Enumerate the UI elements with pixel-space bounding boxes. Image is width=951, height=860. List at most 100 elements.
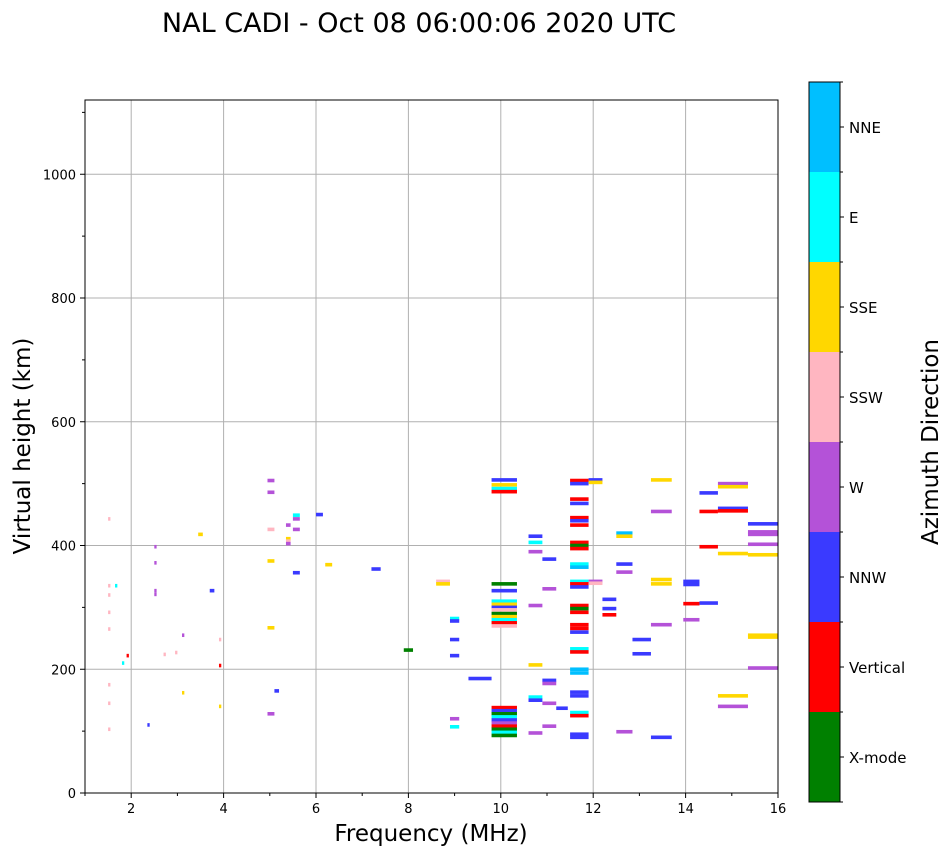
colorbar-tick-label: Vertical [849, 659, 905, 677]
y-tick-label: 800 [51, 292, 76, 307]
echo-trace-w [292, 527, 300, 532]
echo-trace-nnw [570, 518, 589, 523]
echo-trace-vertical [491, 621, 517, 625]
colorbar-segment [809, 262, 840, 352]
echo-trace-nnw [683, 579, 700, 584]
echo-trace-w [528, 603, 543, 608]
echo-trace-ssw [285, 539, 291, 543]
echo-trace-vertical [570, 497, 589, 501]
echo-trace-vertical [491, 705, 517, 710]
echo-trace-sse [717, 484, 748, 489]
colorbar-tick-label: W [849, 479, 864, 497]
echo-trace-w [747, 532, 778, 537]
echo-trace-ssw [491, 624, 517, 628]
echo-trace-e [292, 513, 300, 517]
echo-trace-nnw [542, 557, 557, 561]
echo-trace-e [449, 724, 460, 729]
colorbar-segment [809, 172, 840, 262]
echo-trace-w [747, 666, 778, 670]
echo-trace-sse [717, 551, 748, 556]
echo-trace-nnw [209, 588, 215, 593]
echo-traces [108, 478, 778, 740]
echo-trace-nnw [570, 694, 589, 698]
echo-trace-e [115, 583, 118, 588]
echo-trace-vertical [683, 601, 700, 606]
echo-trace-w [542, 724, 557, 728]
echo-trace-ssw [175, 650, 178, 655]
echo-trace-w [285, 523, 291, 527]
echo-trace-e [570, 579, 589, 584]
echo-trace-sse [436, 582, 450, 586]
echo-trace-nnw [274, 689, 280, 693]
echo-trace-sse [491, 614, 517, 619]
echo-trace-vertical [570, 713, 589, 718]
echo-trace-vertical [126, 653, 129, 658]
echo-trace-nnw [491, 478, 517, 482]
echo-trace-w [747, 530, 778, 534]
echo-trace-w [717, 481, 748, 486]
echo-trace-e [570, 710, 589, 715]
echo-trace-vertical [699, 509, 718, 514]
echo-trace-sse [491, 483, 517, 487]
echo-trace-nne [570, 667, 589, 672]
echo-trace-nnw [632, 637, 651, 642]
echo-trace-w [747, 542, 778, 547]
echo-trace-w [182, 633, 185, 638]
echo-trace-sse [747, 633, 778, 638]
echo-trace-vertical [491, 489, 517, 494]
echo-trace-nne [570, 671, 589, 675]
echo-trace-w [616, 729, 633, 734]
echo-trace-vertical [570, 582, 589, 586]
echo-trace-nnw [292, 570, 300, 575]
echo-trace-vertical [570, 478, 589, 483]
echo-trace-ssw [108, 701, 111, 706]
echo-trace-w [292, 517, 300, 521]
echo-trace-w [449, 716, 460, 721]
echo-trace-w [542, 681, 557, 686]
echo-trace-e [528, 695, 543, 699]
colorbar-segment [809, 352, 840, 442]
echo-trace-w [267, 712, 275, 716]
colorbar-segment [809, 712, 840, 802]
echo-trace-sse [285, 536, 291, 541]
echo-trace-w [491, 721, 517, 725]
echo-trace-nnw [602, 597, 617, 602]
echo-trace-nnw [570, 481, 589, 486]
echo-trace-sse [267, 559, 275, 563]
grid-lines [85, 100, 779, 794]
echo-trace-e [121, 661, 125, 665]
echo-trace-w [285, 541, 291, 546]
echo-trace-w [154, 561, 157, 565]
colorbar-segment [809, 532, 840, 622]
colorbar-segment [809, 622, 840, 712]
x-tick-label: 8 [404, 802, 412, 817]
colorbar: X-mode Vertical NNW W SSW SSE E NNE [808, 81, 906, 803]
echo-trace-nnw [717, 506, 748, 511]
y-tick-label: 600 [51, 416, 76, 431]
echo-trace-sse [650, 582, 672, 586]
echo-trace-ssw [436, 579, 450, 584]
colorbar-tick-label: NNW [849, 569, 886, 587]
echo-trace-e [491, 730, 517, 735]
colorbar-tick-label: SSW [849, 389, 883, 407]
echo-trace-nnw [570, 732, 589, 737]
echo-trace-sse [491, 602, 517, 607]
echo-trace-sse [650, 478, 672, 482]
echo-trace-w [542, 701, 557, 706]
echo-trace-w [588, 579, 603, 584]
echo-trace-nnw [699, 601, 718, 605]
plot-frame [84, 99, 779, 794]
echo-trace-sse [747, 552, 778, 557]
echo-trace-w [616, 570, 633, 574]
echo-trace-e [570, 647, 589, 651]
echo-trace-e [491, 599, 517, 603]
echo-trace-sse [717, 694, 748, 698]
echo-trace-ssw [163, 652, 166, 657]
x-tick-label: 10 [493, 802, 510, 817]
echo-trace-vertical [570, 626, 589, 631]
colorbar-label: Azimuth Direction [918, 339, 944, 545]
colorbar-tick-label: X-mode [849, 749, 906, 767]
echo-trace-nnw [602, 606, 617, 611]
echo-trace-sse [198, 532, 203, 537]
